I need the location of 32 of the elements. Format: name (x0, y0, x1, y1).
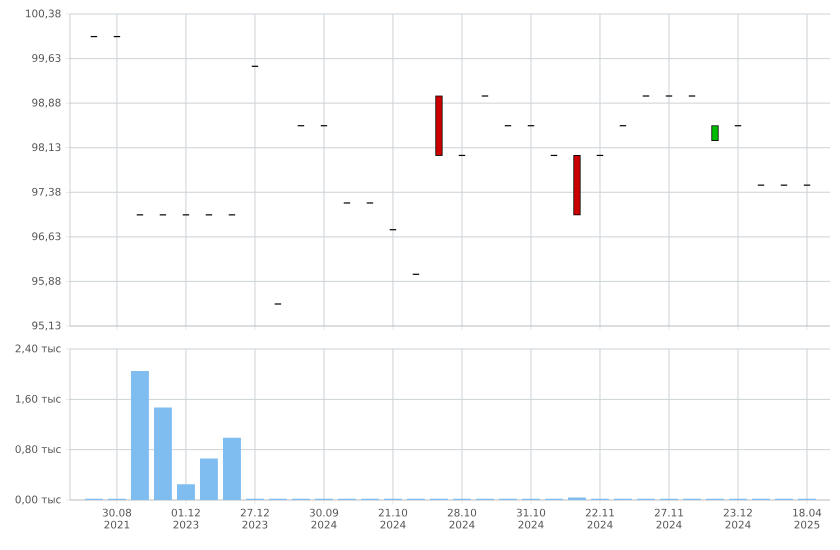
candlestick (573, 155, 581, 216)
y-tick-label: 100,38 (26, 10, 61, 18)
y-tick-label: 99,63 (32, 54, 60, 64)
y-tick-label: 0,80 тыс (16, 445, 61, 454)
bar (222, 438, 241, 500)
y-tick-label: 1,60 тыс (16, 394, 61, 404)
x-tick-label: 18.04 2025 (793, 508, 822, 529)
bar (130, 371, 149, 500)
y-tick-label: 2,40 тыс (16, 344, 61, 354)
y-tick-label: 98,88 (32, 98, 61, 108)
bar (568, 497, 586, 500)
x-tick-label: 23.12 2024 (724, 508, 752, 529)
x-tick-label: 31.10 2024 (516, 508, 546, 529)
y-tick-label: 96,63 (32, 232, 60, 242)
x-tick-label: 21.10 2024 (378, 508, 408, 529)
bar (200, 458, 218, 500)
y-tick-label: 95,13 (32, 322, 60, 330)
candlestick (711, 125, 719, 141)
x-tick-label: 28.10 2024 (448, 508, 476, 529)
bar (176, 484, 195, 500)
y-tick-label: 0,00 тыс (16, 496, 61, 504)
x-tick-label: 22.11 2024 (586, 508, 614, 529)
bar (154, 408, 172, 500)
candlestick (435, 96, 443, 156)
x-tick-label: 27.12 2023 (240, 508, 269, 529)
x-tick-label: 30.09 2024 (310, 508, 338, 529)
x-tick-label: 30.08 2021 (102, 508, 132, 529)
x-tick-label: 27.11 2024 (654, 508, 683, 529)
y-tick-label: 98,13 (32, 143, 60, 152)
y-tick-label: 95,88 (32, 276, 61, 286)
y-tick-label: 97,38 (32, 188, 61, 197)
x-tick-label: 01.12 2023 (172, 508, 200, 529)
